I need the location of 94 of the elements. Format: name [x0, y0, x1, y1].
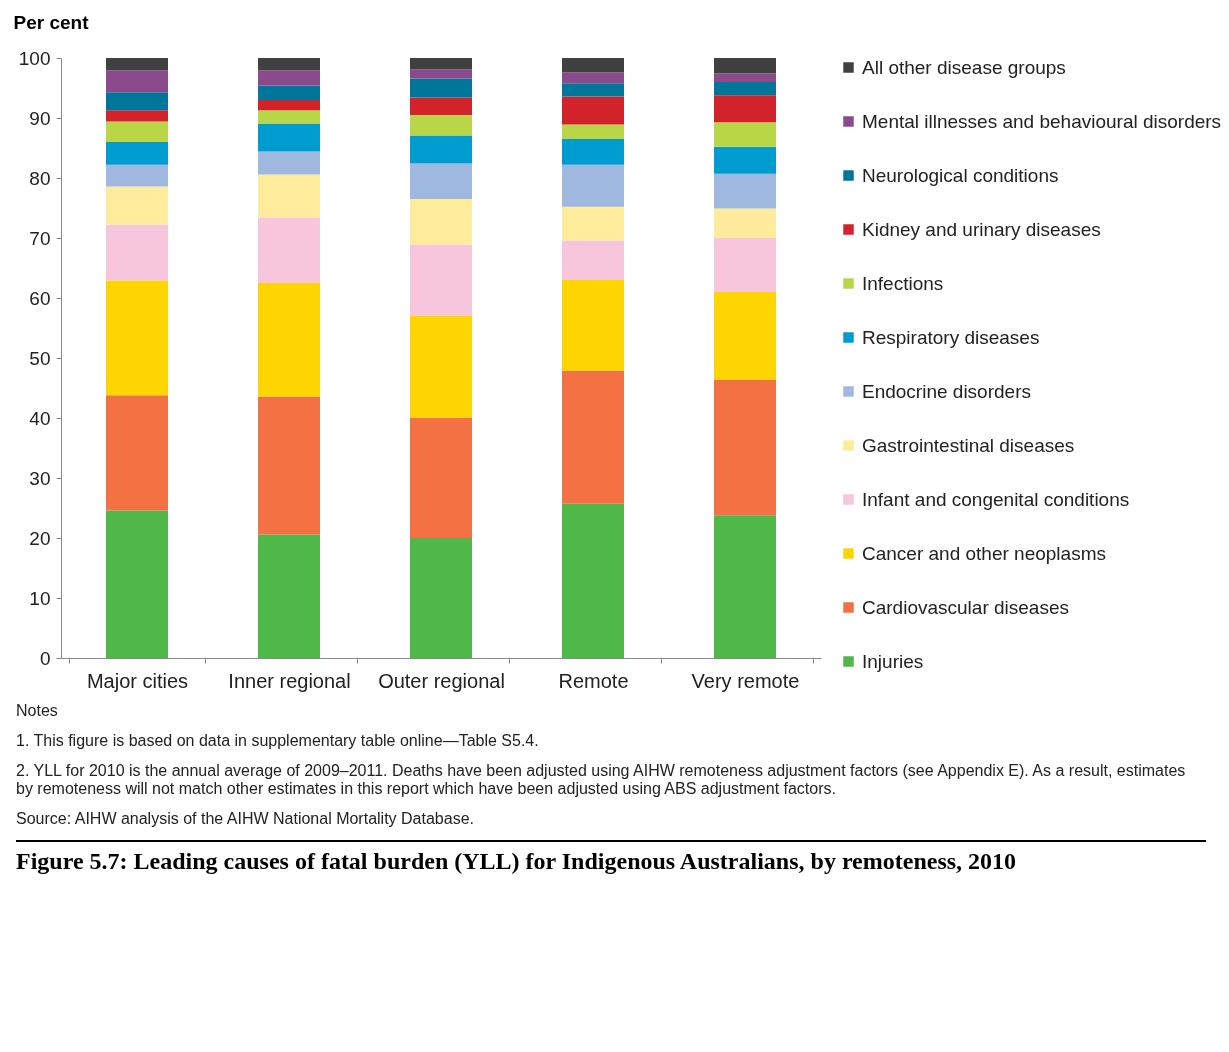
y-tick-label: 100: [18, 47, 51, 69]
bar: [562, 280, 624, 371]
bar: [258, 534, 320, 658]
legend-label: Cancer and other neoplasms: [862, 542, 1106, 564]
text: Figure 5.7: Leading causes of fatal burden (YLL) for Indigenous Australians, by remoteness, 2010: [16, 840, 1206, 875]
bar: [106, 164, 168, 187]
bar: [714, 173, 776, 209]
legend-label: Neurological conditions: [862, 164, 1059, 186]
bar: [562, 124, 624, 139]
y-tick-label: 70: [29, 227, 51, 249]
bar: [258, 100, 320, 111]
bar: [106, 186, 168, 225]
legend-label: Cardiovascular diseases: [862, 596, 1069, 618]
bar: [106, 142, 168, 165]
y-tick-label: 60: [29, 287, 51, 309]
x-tick-label: Outer regional: [378, 669, 505, 692]
text: 2. YLL for 2010 is the annual average of 2009–2011. Deaths have been adjusted using AIHW remoteness adjustment factors (see Appendix E). As a result, estimates by remoteness will not match other estimates in this report which have been adjusted using ABS adjustment factors.: [16, 762, 1187, 798]
y-tick-label: 10: [29, 587, 51, 609]
bar: [106, 92, 168, 111]
bar: [106, 224, 168, 281]
bar: [410, 97, 472, 115]
legend-label: All other disease groups: [862, 56, 1066, 78]
y-tick-label: 90: [29, 107, 51, 129]
legend-label: Infant and congenital conditions: [862, 488, 1130, 510]
bar: [410, 135, 472, 164]
bar: [106, 110, 168, 122]
bar: [106, 280, 168, 396]
bar: [714, 146, 776, 174]
bar: [562, 72, 624, 84]
x-tick-label: Major cities: [86, 669, 189, 692]
bar: [562, 503, 624, 658]
bar: [562, 164, 624, 207]
bar: [714, 122, 776, 147]
bar: [410, 199, 472, 245]
bar: [562, 96, 624, 125]
bar: [258, 110, 320, 124]
bar: [714, 515, 776, 658]
x-tick-label: Very remote: [691, 669, 800, 692]
bar: [106, 58, 168, 71]
bar: [410, 417, 472, 538]
x-tick-label: Inner regional: [228, 669, 351, 692]
legend-label: Gastrointestinal diseases: [862, 434, 1075, 456]
bar: [106, 70, 168, 93]
bar: [410, 58, 472, 70]
legend-label: Infections: [862, 272, 944, 294]
text: Notes: [16, 702, 59, 720]
bar: [410, 244, 472, 316]
bar: [106, 121, 168, 142]
y-tick-label: 40: [29, 407, 51, 429]
bar: [410, 315, 472, 418]
legend-label: Kidney and urinary diseases: [862, 218, 1101, 240]
bar: [410, 163, 472, 199]
bar: [258, 396, 320, 535]
bar: [714, 95, 776, 123]
bar: [410, 538, 472, 658]
bar: [258, 70, 320, 86]
bar: [562, 58, 624, 73]
y-axis-title: Per cent: [13, 11, 90, 33]
bar: [258, 85, 320, 100]
bar: [714, 208, 776, 238]
bar: [106, 510, 168, 658]
y-tick-label: 50: [29, 347, 51, 369]
legend-label: Endocrine disorders: [862, 380, 1031, 402]
bar: [714, 379, 776, 516]
y-tick-label: 20: [29, 527, 51, 549]
y-tick-label: 0: [39, 647, 51, 669]
bar: [106, 395, 168, 511]
legend-label: Respiratory diseases: [862, 326, 1040, 348]
text: 1. This figure is based on data in supplementary table online—Table S5.4.: [16, 732, 540, 750]
legend-label: Mental illnesses and behavioural disorders: [862, 110, 1222, 132]
bar: [714, 238, 776, 292]
legend-label: Injuries: [862, 650, 924, 672]
bar: [562, 370, 624, 504]
bar: [562, 139, 624, 165]
bar: [562, 83, 624, 97]
bar: [258, 151, 320, 175]
bar: [258, 123, 320, 152]
bar: [562, 206, 624, 241]
bar: [258, 58, 320, 71]
bar: [714, 73, 776, 82]
bar: [562, 240, 624, 280]
bar: [714, 292, 776, 380]
bar: [410, 78, 472, 98]
bar: [714, 58, 776, 74]
x-tick-label: Remote: [558, 669, 629, 692]
y-tick-label: 30: [29, 467, 51, 489]
bar: [258, 174, 320, 218]
bar: [258, 283, 320, 397]
bar: [410, 69, 472, 79]
bar: [410, 115, 472, 136]
bar: [714, 82, 776, 96]
y-tick-label: 80: [29, 167, 51, 189]
source-note: Source: AIHW analysis of the AIHW National Mortality Database.: [16, 810, 475, 828]
bar: [258, 217, 320, 283]
